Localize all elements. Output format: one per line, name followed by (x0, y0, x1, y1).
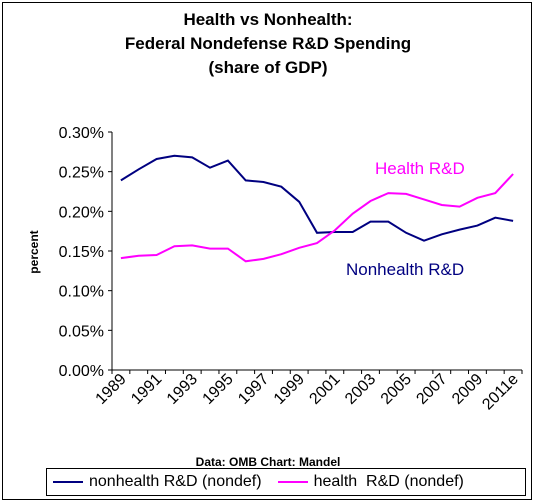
legend-label-health: health R&D (nondef) (313, 473, 464, 490)
y-tick-label: 0.00% (59, 363, 104, 380)
annotation-nonhealth: Nonhealth R&D (346, 260, 464, 279)
x-tick-label: 2011e (479, 371, 522, 414)
legend-item-health: health R&D (nondef) (277, 473, 464, 491)
y-tick-label: 0.25% (59, 165, 104, 182)
title-line-1: Health vs Nonhealth: (183, 10, 353, 29)
series-line-health (120, 173, 514, 263)
y-tick-label: 0.30% (59, 125, 104, 142)
title-line-2: Federal Nondefense R&D Spending (124, 34, 412, 53)
x-tick-label: 2001 (306, 371, 343, 408)
y-tick-label: 0.15% (59, 244, 104, 261)
y-axis-label: percent (27, 230, 41, 274)
title-line-3: (share of GDP) (208, 58, 328, 77)
chart-title: Health vs Nonhealth: Federal Nondefense … (0, 8, 536, 80)
x-tick-label: 1991 (128, 371, 165, 408)
legend-swatch-nonhealth (53, 481, 83, 483)
legend: nonhealth R&D (nondef) health R&D (nonde… (46, 468, 526, 496)
legend-label-nonhealth: nonhealth R&D (nondef) (89, 473, 262, 490)
series-line-nonhealth (120, 154, 514, 242)
legend-item-nonhealth: nonhealth R&D (nondef) (53, 473, 262, 491)
annotation-health: Health R&D (375, 159, 465, 178)
x-tick-label: 2005 (378, 371, 415, 408)
y-tick-label: 0.20% (59, 204, 104, 221)
chart-frame (2, 2, 532, 500)
x-tick-label: 1995 (200, 371, 237, 408)
x-tick-label: 2003 (342, 371, 379, 408)
x-tick-label: 2007 (413, 371, 450, 408)
legend-swatch-health (277, 481, 308, 483)
x-tick-label: 1993 (164, 371, 201, 408)
x-tick-label: 1997 (235, 371, 272, 408)
y-tick-label: 0.10% (59, 284, 104, 301)
x-tick-label: 1999 (271, 371, 308, 408)
source-note: Data: OMB Chart: Mandel (195, 455, 341, 469)
y-tick-label: 0.05% (59, 323, 104, 340)
